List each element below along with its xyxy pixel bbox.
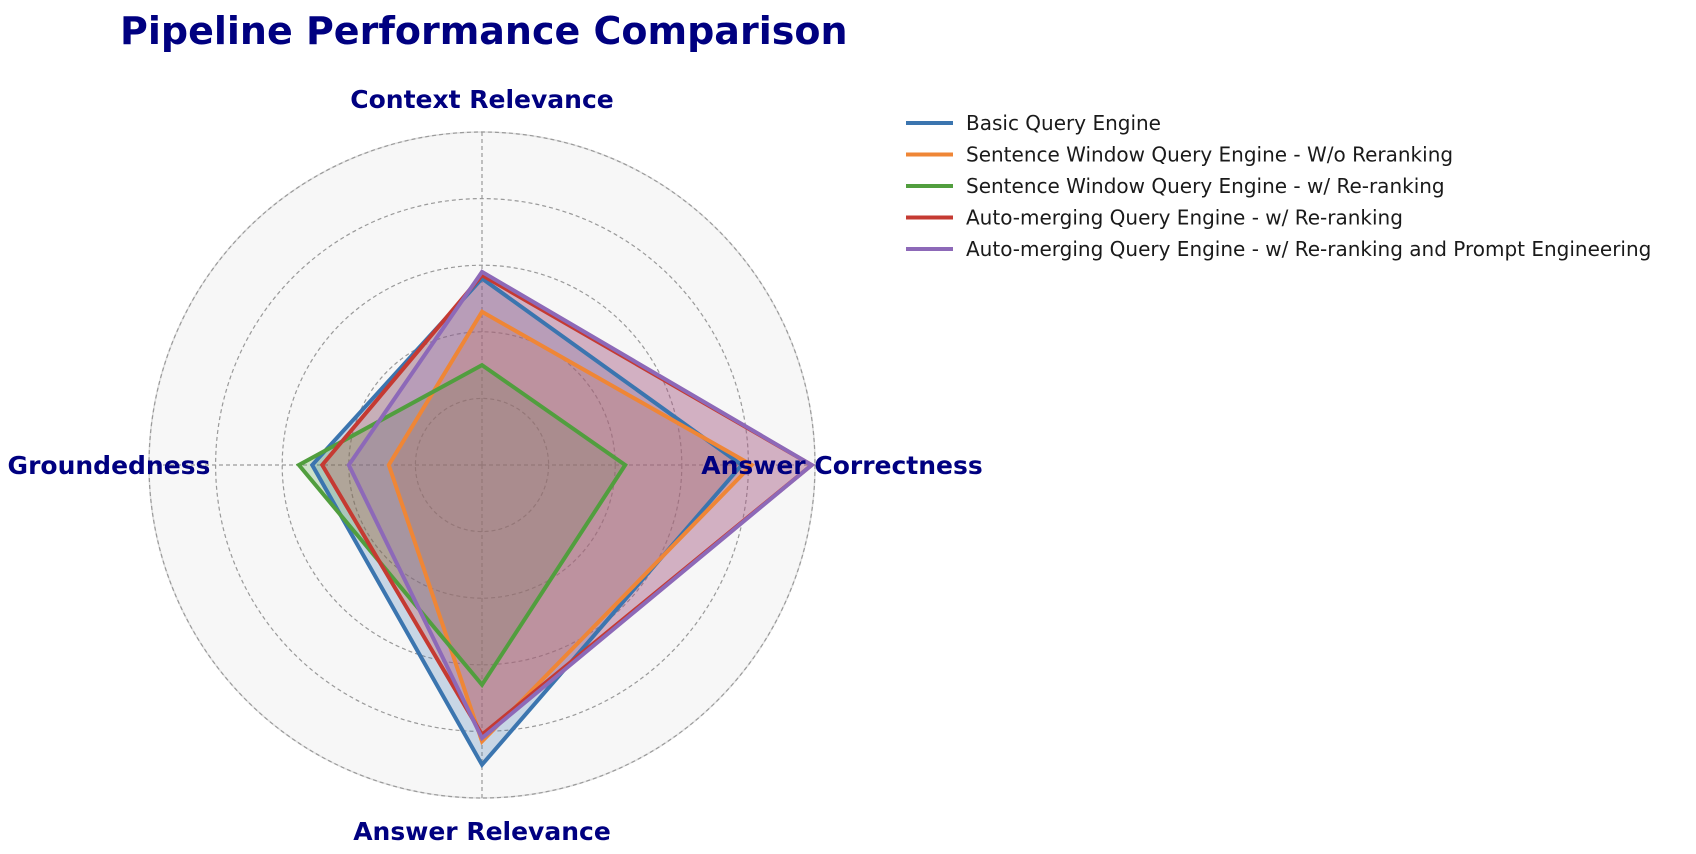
series-line-auto-merging-query-engine-w-re-ranking-and-prompt-engineering — [346, 269, 816, 742]
legend: Basic Query Engine Sentence Window Query … — [906, 111, 1651, 261]
series-fill-auto-merging-query-engine-w-re-ranking — [322, 275, 812, 735]
series-line-basic-query-engine — [309, 275, 745, 769]
legend-label-sentence-window-query-engine-w-re-ranking: Sentence Window Query Engine - w/ Re-ran… — [966, 174, 1445, 198]
legend-label-basic-query-engine: Basic Query Engine — [966, 111, 1161, 135]
legend-label-auto-merging-query-engine-w-re-ranking: Auto-merging Query Engine - w/ Re-rankin… — [966, 206, 1403, 230]
axis-label-context-relevance: Context Relevance — [350, 85, 613, 114]
axis-label-answer-correctness: Answer Correctness — [701, 451, 983, 480]
series-fill-auto-merging-query-engine-w-re-ranking-and-prompt-engineering — [348, 271, 812, 739]
axis-label-answer-relevance: Answer Relevance — [353, 817, 611, 846]
series-fill-sentence-window-query-engine-w-o-reranking — [388, 311, 752, 742]
radar-series — [295, 269, 816, 769]
series-line-sentence-window-query-engine-w-re-ranking — [295, 362, 628, 689]
axis-label-groundedness: Groundedness — [8, 451, 211, 480]
axis-labels: Context Relevance Answer Correctness Answe… — [8, 85, 983, 846]
legend-label-auto-merging-query-engine-w-re-ranking-and-prompt-engineering: Auto-merging Query Engine - w/ Re-rankin… — [966, 237, 1651, 261]
series-fill-sentence-window-query-engine-w-re-ranking — [298, 365, 626, 685]
radar-grid — [148, 131, 816, 799]
legend-label-sentence-window-query-engine-w-o-reranking: Sentence Window Query Engine - W/o Reran… — [966, 143, 1453, 167]
series-line-sentence-window-query-engine-w-o-reranking — [386, 309, 755, 746]
chart-title: Pipeline Performance Comparison — [120, 9, 848, 53]
